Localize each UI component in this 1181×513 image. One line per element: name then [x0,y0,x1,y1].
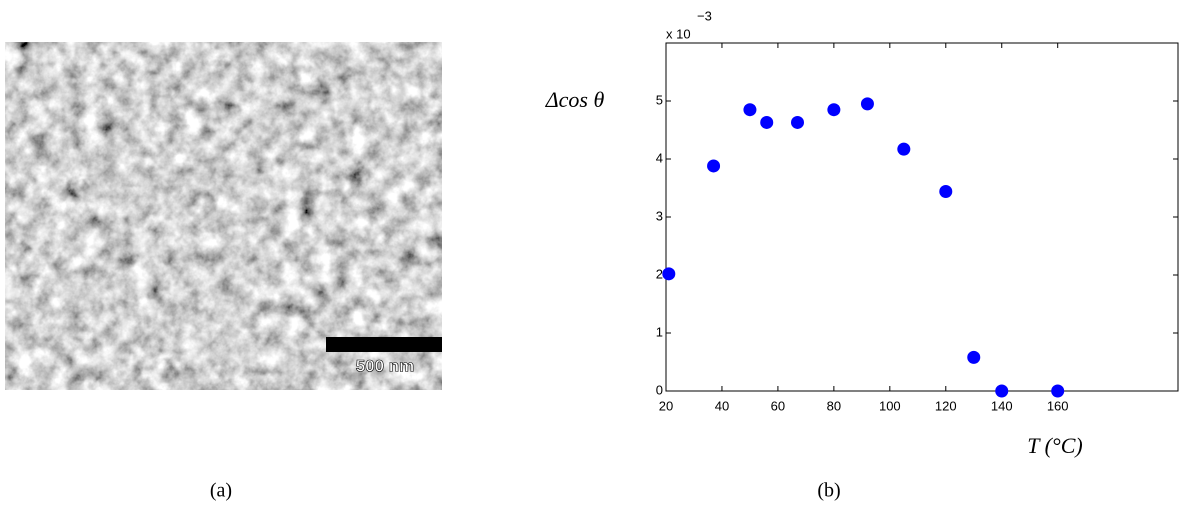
y-multiplier-exponent: −3 [697,8,712,23]
plot-frame [665,42,1179,392]
x-tick-label: 40 [715,398,729,413]
data-point [760,115,774,129]
x-tick-label: 20 [659,398,673,413]
data-point [995,384,1009,398]
y-tick-label: 2 [656,266,663,281]
y-tick-label: 0 [656,382,663,397]
scale-bar [326,337,442,352]
data-point [790,115,804,129]
data-point [1051,384,1065,398]
x-tick-label: 100 [879,398,901,413]
caption: (a) [210,480,232,502]
scale-bar-label: 500 nm [356,356,415,375]
y-tick-label: 4 [656,150,663,165]
data-point [707,159,721,173]
x-tick-label: 120 [935,398,957,413]
y-tick-label: 5 [656,92,663,107]
data-point [967,350,981,364]
data-point [897,142,911,156]
sem-image: 500 nm [5,42,442,390]
data-point [939,184,953,198]
data-point [827,103,841,117]
x-tick-label: 80 [827,398,841,413]
data-point [662,267,676,281]
y-multiplier: x 10 [666,26,691,41]
data-point [743,103,757,117]
chart: Δcos θ T (°C) x 10 −3 0 1 2 3 4 5 20 40 60 80 100 1… [545,8,1179,458]
sem-texture [5,42,442,390]
caption: (b) [817,480,840,502]
x-tick-label: 140 [991,398,1013,413]
data-point [860,97,874,111]
x-tick-label: 60 [771,398,785,413]
x-axis-label: T (°C) [1027,433,1082,458]
x-tick-label: 160 [1047,398,1069,413]
y-tick-label: 3 [656,208,663,223]
y-tick-label: 1 [656,324,663,339]
y-axis-label: Δcos θ [545,87,605,112]
